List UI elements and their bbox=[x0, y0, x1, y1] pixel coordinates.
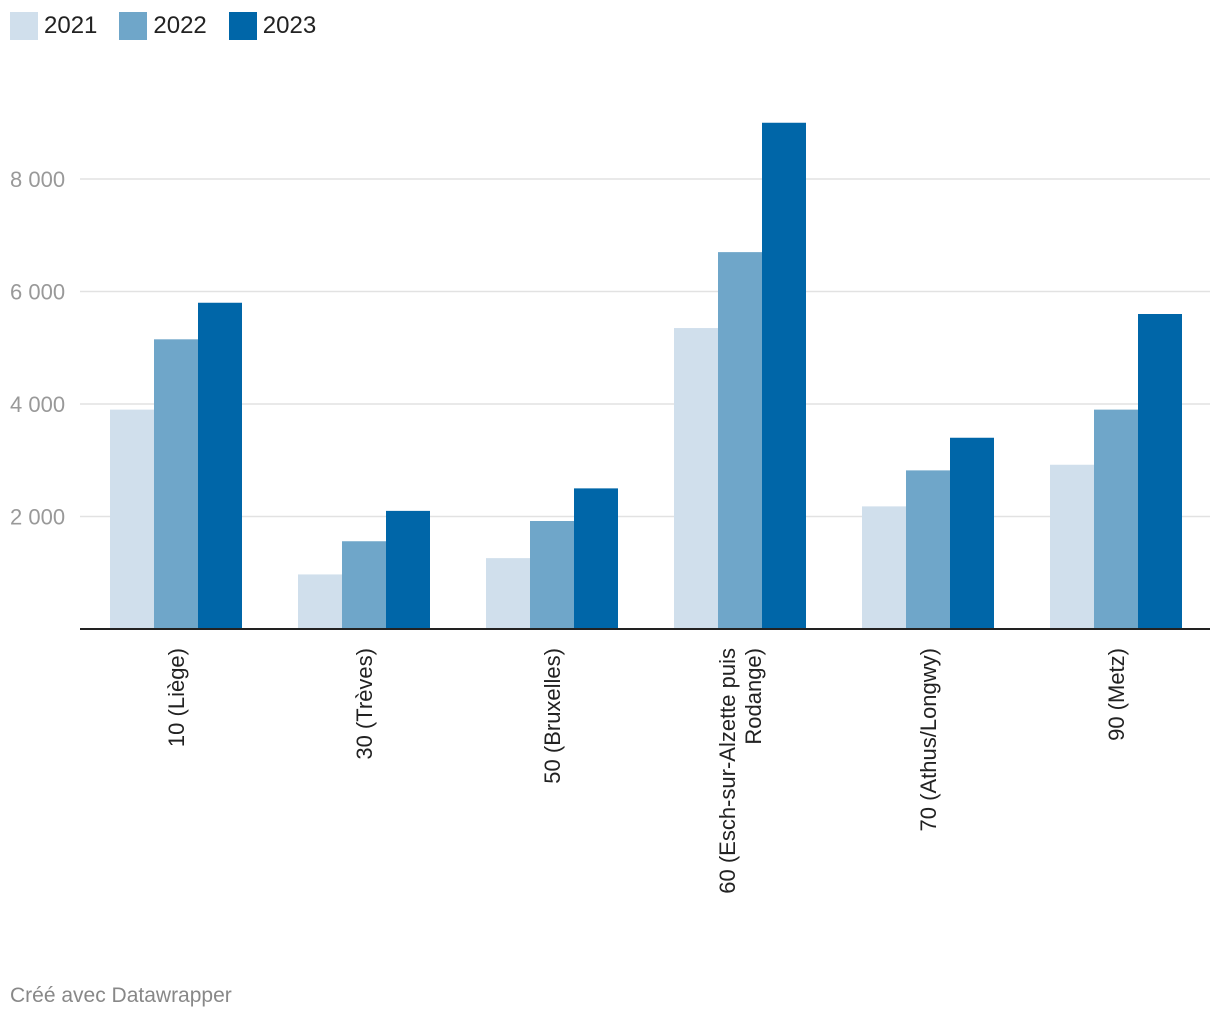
x-tick-label-4: 70 (Athus/Longwy) bbox=[916, 648, 941, 831]
y-tick-label-2000: 2 000 bbox=[10, 505, 65, 530]
bar-2022-cat-0 bbox=[154, 339, 198, 629]
legend-swatch-2023 bbox=[228, 12, 257, 40]
bar-2022-cat-5 bbox=[1094, 409, 1138, 629]
legend-swatch-2022 bbox=[119, 12, 148, 40]
bar-2021-cat-2 bbox=[486, 558, 530, 629]
legend-item-2021: 2021 bbox=[10, 12, 97, 40]
category-labels: 10 (Liège) 30 (Trèves) 50 (Bruxelles) 60 (E… bbox=[164, 648, 1129, 894]
bar-2021-cat-4 bbox=[862, 506, 906, 629]
bar-2023-cat-3 bbox=[762, 122, 806, 629]
x-tick-label-3: 60 (Esch-sur-Alzette puisRodange) bbox=[715, 648, 766, 894]
bar-2021-cat-1 bbox=[298, 574, 342, 629]
bar-2023-cat-0 bbox=[198, 302, 242, 629]
bar-2021-cat-3 bbox=[674, 328, 718, 629]
x-tick-label-0: 10 (Liège) bbox=[164, 648, 189, 747]
bar-2023-cat-2 bbox=[574, 488, 618, 629]
y-tick-label-4000: 4 000 bbox=[10, 392, 65, 417]
grid-lines: 2 000 4 000 6 000 8 000 bbox=[10, 167, 1210, 530]
bars bbox=[110, 122, 1182, 629]
bar-2022-cat-1 bbox=[342, 541, 386, 629]
y-tick-label-8000: 8 000 bbox=[10, 167, 65, 192]
legend: 2021 2022 2023 bbox=[10, 12, 338, 40]
legend-swatch-2021 bbox=[10, 12, 38, 40]
x-tick-label-1: 30 (Trèves) bbox=[352, 648, 377, 760]
bar-2022-cat-2 bbox=[530, 521, 574, 629]
legend-label-2023: 2023 bbox=[262, 12, 317, 39]
x-tick-label-5: 90 (Metz) bbox=[1104, 648, 1129, 741]
bar-2022-cat-3 bbox=[718, 252, 762, 629]
legend-item-2022: 2022 bbox=[119, 12, 207, 40]
footer-credit: Créé avec Datawrapper bbox=[10, 984, 232, 1007]
bar-2023-cat-5 bbox=[1138, 314, 1182, 629]
bar-2021-cat-0 bbox=[110, 409, 154, 629]
legend-item-2023: 2023 bbox=[228, 12, 317, 40]
bar-2023-cat-4 bbox=[950, 437, 994, 629]
bar-2023-cat-1 bbox=[386, 510, 430, 629]
legend-label-2022: 2022 bbox=[153, 12, 207, 39]
bar-chart: 2 000 4 000 6 000 8 000 10 (Liège) 30 (Trève… bbox=[10, 122, 1210, 894]
y-tick-label-6000: 6 000 bbox=[10, 280, 65, 305]
x-tick-label-2: 50 (Bruxelles) bbox=[540, 648, 565, 784]
bar-2022-cat-4 bbox=[906, 470, 950, 629]
legend-label-2021: 2021 bbox=[44, 12, 98, 39]
bar-2021-cat-5 bbox=[1050, 464, 1094, 629]
